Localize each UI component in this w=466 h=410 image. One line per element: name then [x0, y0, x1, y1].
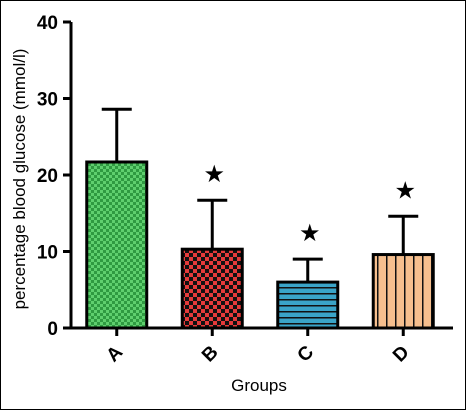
x-tick-label: C: [294, 342, 319, 367]
y-tick-label: 10: [37, 243, 58, 264]
x-tick-label: A: [103, 342, 128, 367]
bar-d: [371, 253, 435, 330]
y-tick-label: 0: [47, 319, 58, 340]
y-tick-label: 40: [37, 13, 58, 34]
bar-a: [85, 160, 149, 330]
bar-c: [276, 280, 340, 330]
significance-star: ★: [203, 160, 225, 188]
y-tick-label: 30: [37, 90, 58, 111]
x-axis-title: Groups: [231, 376, 287, 395]
y-axis-title: percentage blood glucose (mmol/l): [10, 49, 29, 310]
x-tick-label: D: [389, 342, 414, 367]
significance-star: ★: [299, 219, 321, 247]
bar-b: [180, 247, 244, 330]
y-tick-label: 20: [37, 166, 58, 187]
significance-star: ★: [394, 176, 416, 204]
x-tick-label: B: [198, 342, 223, 367]
